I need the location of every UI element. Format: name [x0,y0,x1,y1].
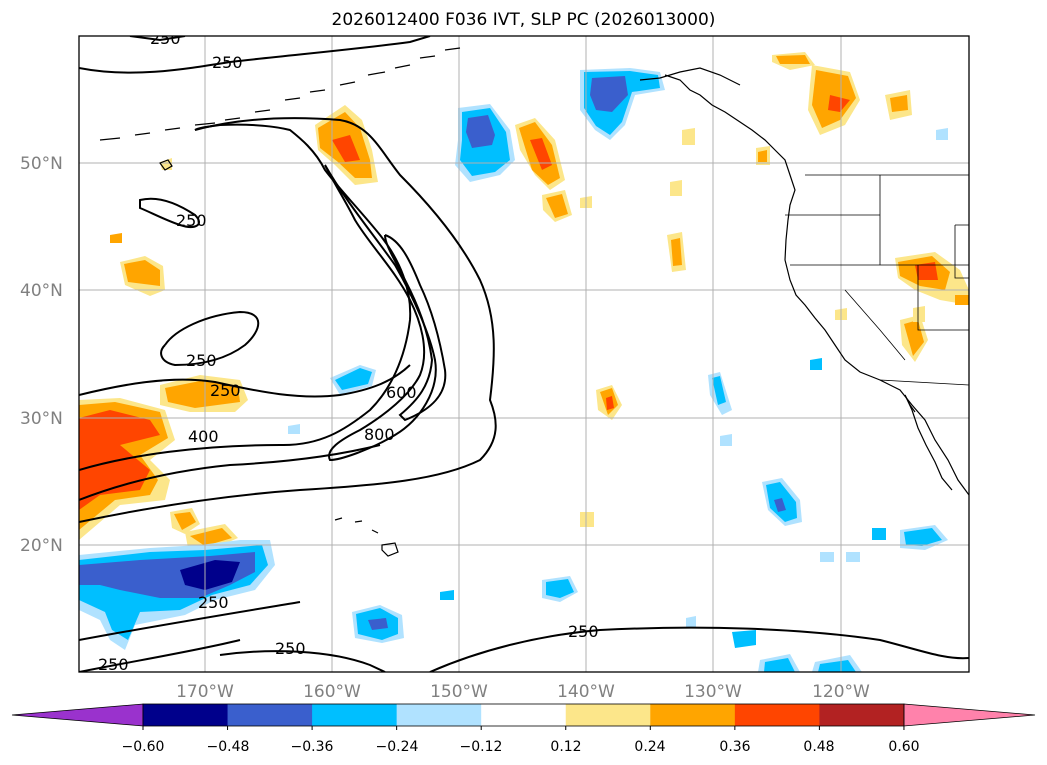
colorbar-segment [312,704,398,726]
colorbar-segment [143,704,229,726]
contour-label: 250 [198,593,229,612]
lon-label: 150°W [430,682,488,702]
colorbar-segment [650,704,736,726]
lon-label: 120°W [812,682,870,702]
colorbar-segment [819,704,905,726]
colorbar-tick-label: −0.24 [376,739,419,755]
lon-label: 130°W [684,682,742,702]
lat-label: 20°N [20,536,63,556]
map-content: 250 250 250 250 250 400 600 800 250 250 … [79,29,969,674]
colorbar-tick-label: −0.60 [122,739,165,755]
contour-label: 250 [176,211,207,230]
contour-label: 800 [364,425,395,444]
contour-label-group: 250 250 250 250 250 400 600 800 250 250 … [98,29,599,674]
colorbar-tick-label: 0.60 [888,739,919,755]
colorbar-tick-label: −0.12 [460,739,503,755]
colorbar-segment [481,704,567,726]
colorbar-tick-label: −0.48 [207,739,250,755]
contour-label: 250 [98,655,129,674]
colorbar-tick-label: 0.12 [550,739,581,755]
lat-label: 50°N [20,154,63,174]
lat-label: 40°N [20,281,63,301]
contour-label: 600 [386,383,417,402]
colorbar-segment [227,704,313,726]
colorbar-segment [565,704,651,726]
lon-label: 140°W [557,682,615,702]
borders [785,174,969,386]
colorbar-extension-min [11,703,144,727]
negative-anomaly-shading [79,68,948,672]
contour-label: 250 [186,351,217,370]
contour-label: 250 [275,639,306,658]
colorbar-tick-labels: −0.60 −0.48 −0.36 −0.24 −0.12 0.12 0.24 … [122,739,920,755]
lon-label: 160°W [303,682,361,702]
colorbar-extension-max [903,703,1036,727]
colorbar-tick-label: 0.48 [803,739,834,755]
positive-anomaly-shading [79,52,969,550]
colorbar-frame [142,703,905,727]
contour-label: 250 [568,622,599,641]
contour-label: 400 [188,427,219,446]
lon-label: 170°W [176,682,234,702]
colorbar-segment [396,704,482,726]
map-title: 2026012400 F036 IVT, SLP PC (2026013000) [331,10,716,30]
contour-label: 250 [212,53,243,72]
contour-label: 250 [210,381,241,400]
colorbar [11,703,1036,730]
contour-lines [79,36,969,672]
colorbar-tick-label: 0.24 [634,739,665,755]
map-frame [78,35,970,673]
longitude-labels: 170°W 160°W 150°W 140°W 130°W 120°W [176,682,870,702]
colorbar-tick-label: 0.36 [719,739,750,755]
colorbar-tick-label: −0.36 [291,739,334,755]
coastlines [99,47,969,557]
colorbar-segment [734,704,820,726]
contour-label: 250 [150,29,181,48]
lat-label: 30°N [20,409,63,429]
latitude-labels: 50°N 40°N 30°N 20°N [20,154,63,556]
